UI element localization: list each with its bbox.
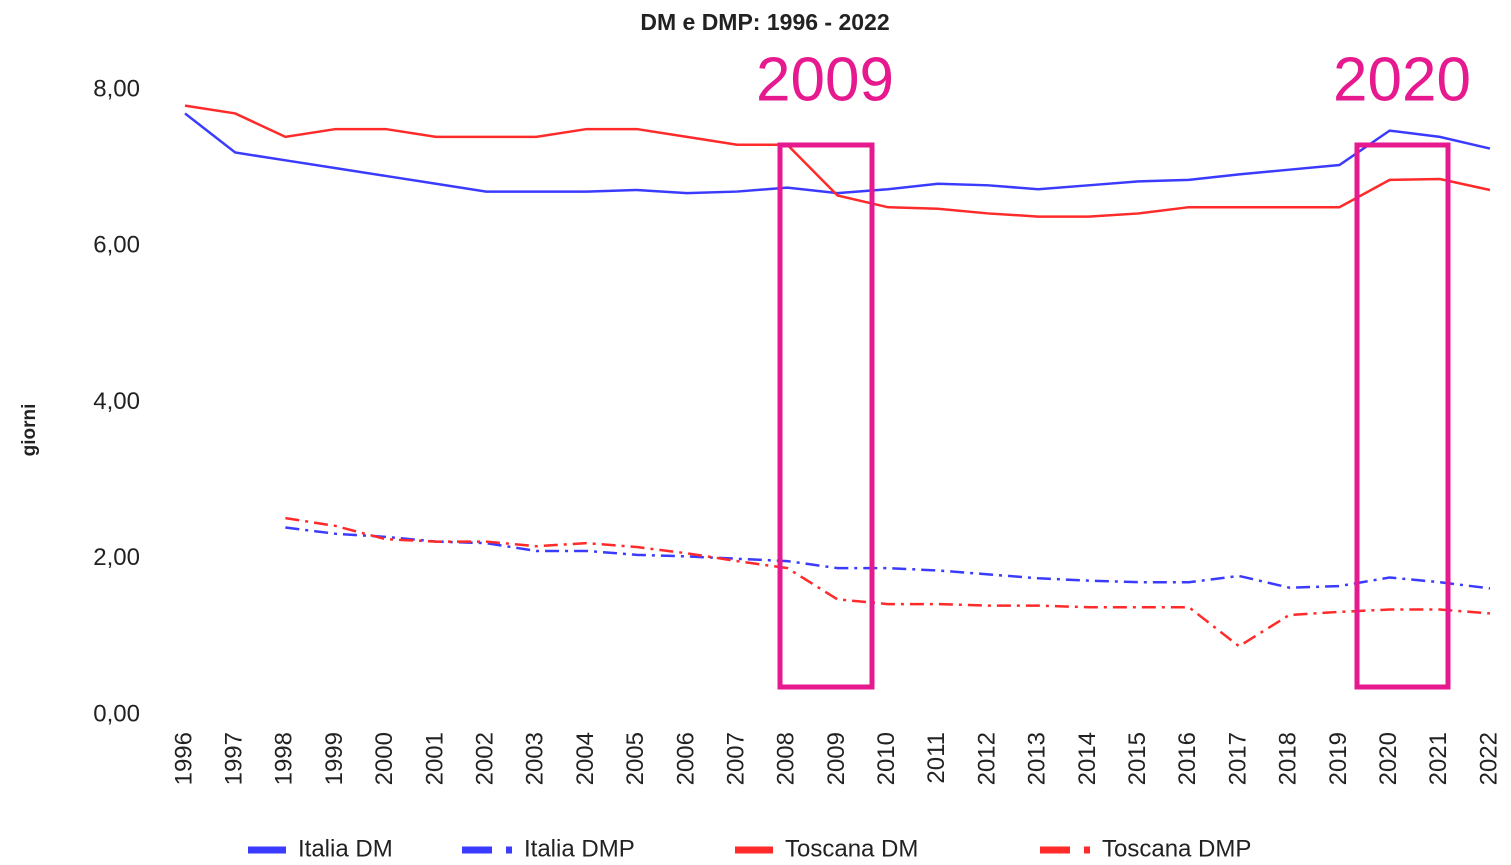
annotation-box (1354, 142, 1451, 690)
legend-label: Italia DM (298, 835, 393, 862)
x-tick-label: 2002 (471, 732, 498, 785)
series-line (184, 112, 1491, 195)
x-tick-label: 1996 (170, 732, 197, 785)
legend-label: Toscana DMP (1102, 835, 1251, 862)
x-tick-label: 2009 (823, 732, 850, 785)
x-tick-label: 2012 (973, 732, 1000, 785)
x-tick-label: 2010 (873, 732, 900, 785)
y-tick-label: 2,00 (93, 544, 140, 571)
x-tick-label: 2001 (421, 732, 448, 785)
x-tick-label: 2003 (522, 732, 549, 785)
y-tick-label: 8,00 (93, 75, 140, 102)
annotation-box (777, 142, 875, 690)
x-tick-label: 2004 (572, 732, 599, 785)
annotation-label: 2009 (756, 45, 894, 114)
x-tick-label: 2016 (1174, 732, 1201, 785)
x-tick-label: 1998 (271, 732, 298, 785)
series-line (285, 526, 1491, 590)
x-tick-label: 2021 (1425, 732, 1452, 785)
x-tick-label: 2015 (1124, 732, 1151, 785)
y-tick-label: 0,00 (93, 700, 140, 727)
legend-label: Toscana DM (785, 835, 918, 862)
y-tick-label: 4,00 (93, 388, 140, 415)
y-tick-label: 6,00 (93, 232, 140, 259)
x-tick-label: 2022 (1475, 732, 1502, 785)
x-tick-label: 2020 (1375, 732, 1402, 785)
x-tick-label: 1997 (221, 732, 248, 785)
annotation-label: 2020 (1333, 45, 1471, 114)
x-tick-label: 2006 (672, 732, 699, 785)
chart-title: DM e DMP: 1996 - 2022 (640, 9, 889, 35)
x-tick-label: 2008 (773, 732, 800, 785)
y-axis-label: giorni (19, 404, 40, 457)
x-tick-label: 2014 (1074, 732, 1101, 785)
x-tick-label: 2000 (371, 732, 398, 785)
x-tick-label: 2005 (622, 732, 649, 785)
series-line (184, 104, 1491, 218)
x-tick-label: 2018 (1275, 732, 1302, 785)
x-tick-label: 2013 (1024, 732, 1051, 785)
x-tick-label: 2017 (1224, 732, 1251, 785)
x-tick-label: 2019 (1325, 732, 1352, 785)
legend-label: Italia DMP (524, 835, 635, 862)
x-tick-label: 1999 (321, 732, 348, 785)
series-line (285, 516, 1491, 648)
x-tick-label: 2011 (923, 732, 950, 784)
x-tick-label: 2007 (722, 732, 749, 785)
